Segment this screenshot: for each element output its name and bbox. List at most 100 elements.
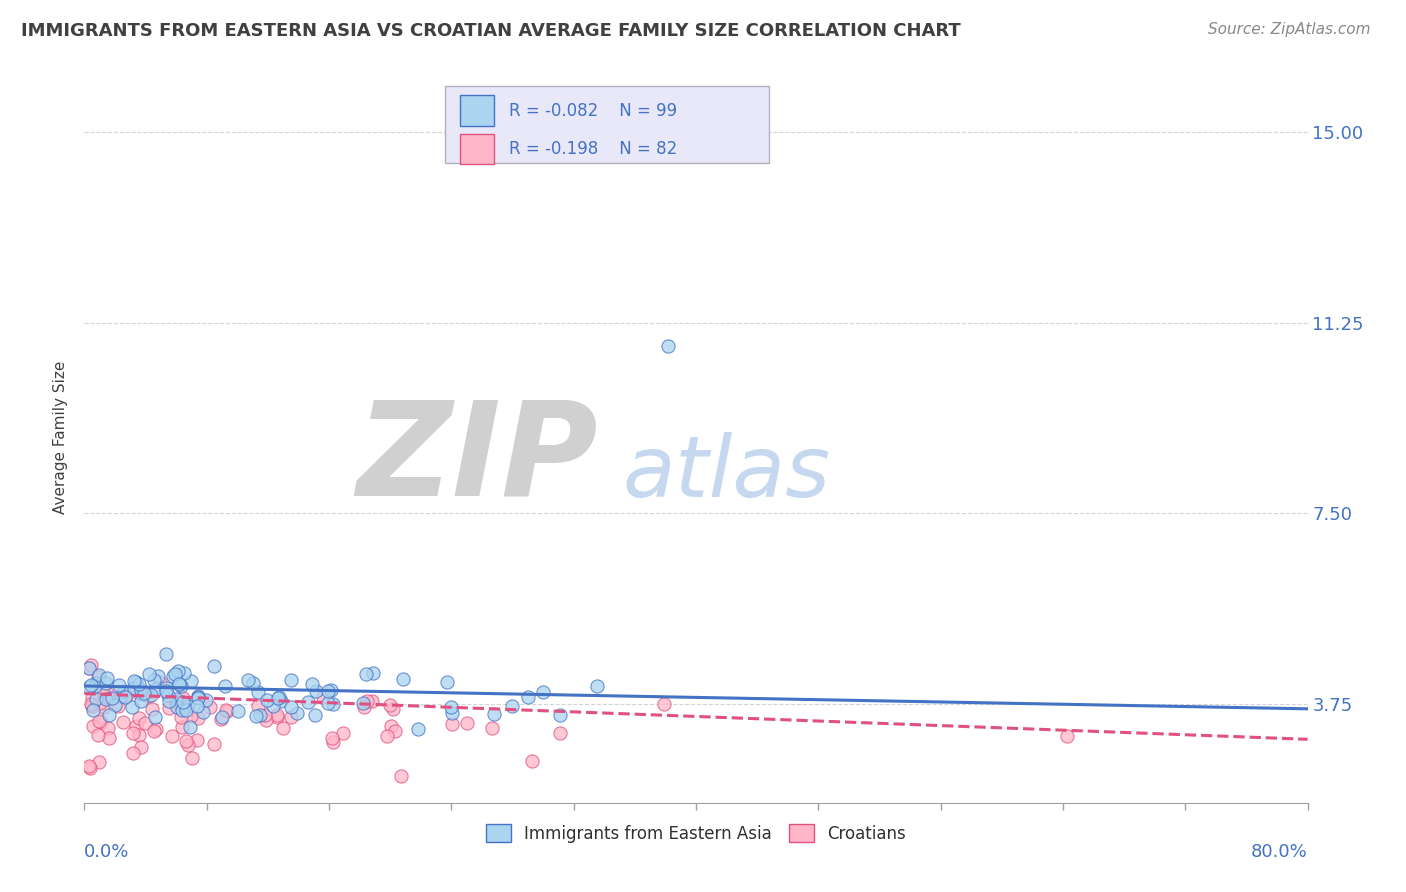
Point: [124, 718, 146, 732]
Point: [305, 684, 328, 698]
Point: [80, 657, 103, 672]
Point: [322, 697, 344, 711]
Point: [375, 730, 398, 744]
Point: [87, 756, 110, 770]
Point: [352, 697, 374, 711]
Point: [96, 692, 118, 706]
Point: [170, 720, 193, 734]
Text: IMMIGRANTS FROM EASTERN ASIA VS CROATIAN AVERAGE FAMILY SIZE CORRELATION CHART: IMMIGRANTS FROM EASTERN ASIA VS CROATIAN…: [21, 22, 960, 40]
Point: [110, 690, 132, 704]
Point: [134, 716, 156, 731]
Point: [96, 686, 118, 700]
Point: [145, 723, 167, 737]
Point: [79, 661, 101, 675]
Point: [170, 679, 193, 693]
Point: [80, 697, 103, 711]
Text: ZIP: ZIP: [357, 395, 598, 523]
Point: [198, 699, 221, 714]
Point: [176, 734, 198, 748]
Point: [165, 667, 187, 681]
Point: [157, 688, 180, 702]
Point: [125, 674, 148, 689]
Bar: [460, 134, 494, 164]
Text: 0.0%: 0.0%: [84, 843, 129, 861]
Point: [160, 729, 183, 743]
Point: [98, 731, 121, 745]
Point: [482, 706, 505, 721]
Point: [266, 690, 288, 705]
Point: [187, 711, 209, 725]
Point: [321, 731, 343, 745]
Point: [167, 664, 190, 678]
Point: [155, 681, 177, 695]
Point: [104, 698, 127, 712]
Point: [236, 673, 259, 687]
Point: [166, 700, 188, 714]
Point: [112, 684, 135, 698]
Point: [122, 746, 145, 760]
Legend: Immigrants from Eastern Asia, Croatians: Immigrants from Eastern Asia, Croatians: [479, 818, 912, 849]
Point: [249, 707, 271, 722]
Point: [214, 679, 236, 693]
Point: [440, 706, 463, 720]
Point: [332, 726, 354, 740]
Point: [138, 666, 160, 681]
Point: [319, 682, 342, 697]
Bar: [460, 95, 494, 126]
Point: [169, 677, 191, 691]
Point: [280, 673, 302, 687]
Point: [114, 689, 136, 703]
Point: [522, 754, 544, 768]
Point: [96, 671, 118, 685]
Point: [129, 694, 152, 708]
Point: [382, 702, 405, 716]
Point: [270, 694, 292, 708]
Point: [77, 680, 100, 694]
Point: [167, 677, 190, 691]
Point: [285, 706, 308, 721]
Point: [139, 688, 162, 702]
Point: [356, 694, 378, 708]
Point: [322, 735, 344, 749]
Point: [80, 699, 103, 714]
Point: [90, 715, 112, 730]
Point: [77, 661, 100, 675]
Text: 80.0%: 80.0%: [1251, 843, 1308, 861]
Text: atlas: atlas: [623, 432, 831, 516]
Point: [316, 683, 339, 698]
Point: [211, 710, 233, 724]
Point: [187, 690, 209, 704]
Point: [191, 706, 214, 720]
Point: [170, 710, 193, 724]
Point: [129, 682, 152, 697]
Point: [172, 695, 194, 709]
Point: [136, 689, 159, 703]
Point: [101, 691, 124, 706]
Point: [392, 672, 415, 686]
Y-axis label: Average Family Size: Average Family Size: [53, 360, 69, 514]
Point: [97, 721, 120, 735]
Point: [143, 709, 166, 723]
Point: [361, 665, 384, 680]
FancyBboxPatch shape: [446, 86, 769, 163]
Point: [481, 721, 503, 735]
Point: [177, 738, 200, 752]
Point: [353, 700, 375, 714]
Point: [361, 694, 384, 708]
Point: [97, 691, 120, 706]
Point: [155, 647, 177, 661]
Point: [531, 684, 554, 698]
Point: [247, 685, 270, 699]
Point: [149, 674, 172, 689]
Point: [380, 698, 402, 713]
Point: [93, 700, 115, 714]
Point: [202, 737, 225, 751]
Point: [209, 712, 232, 726]
Point: [501, 699, 523, 714]
Point: [112, 715, 135, 730]
Point: [384, 724, 406, 739]
Point: [162, 669, 184, 683]
Point: [316, 696, 339, 710]
Point: [86, 670, 108, 684]
Point: [128, 677, 150, 691]
